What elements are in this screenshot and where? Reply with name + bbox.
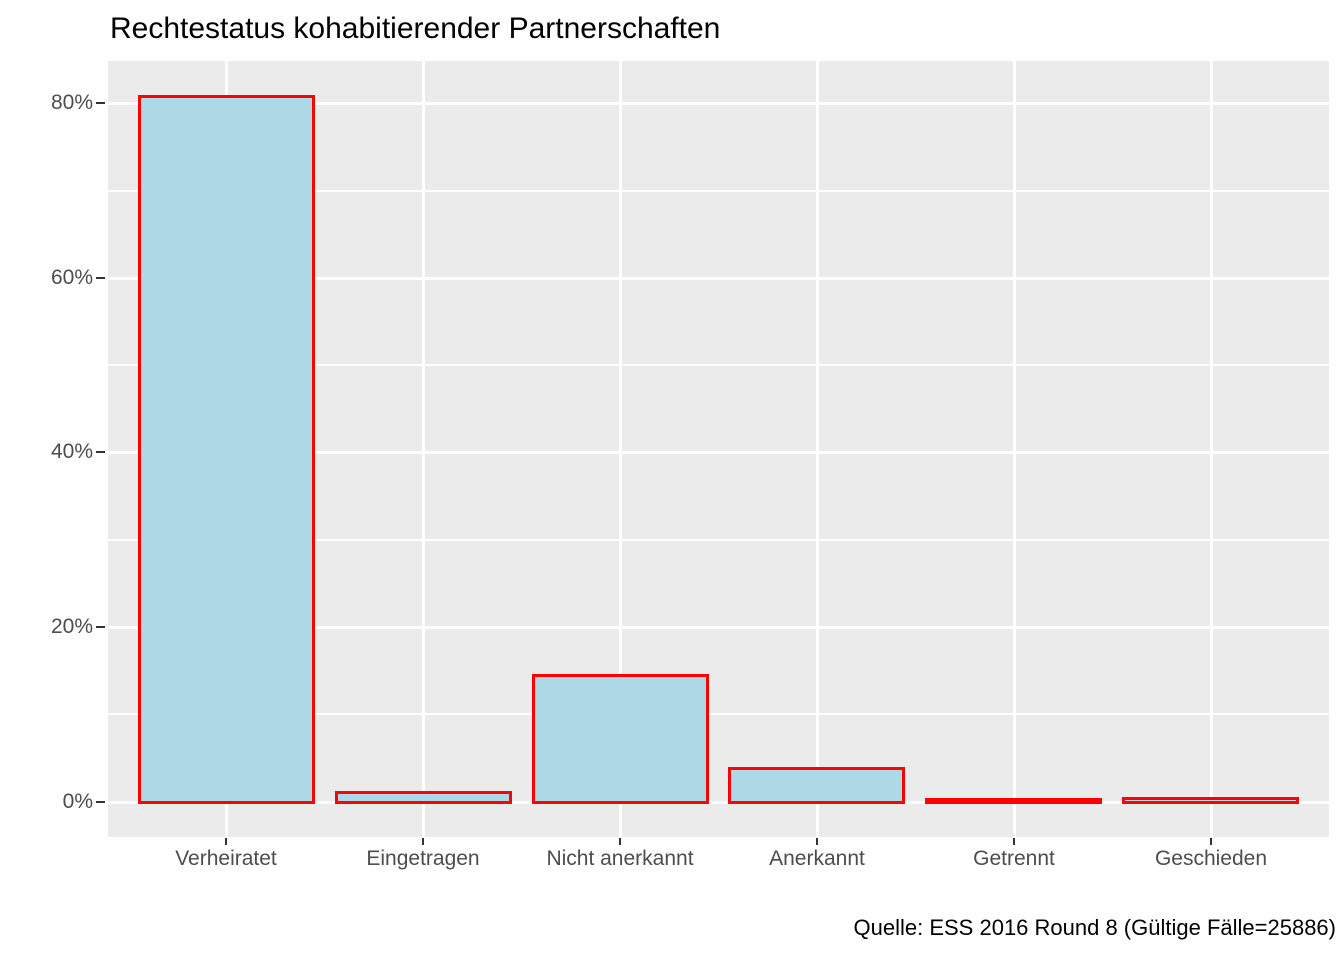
- x-tick-label-2: Nicht anerkannt: [546, 847, 694, 870]
- chart-caption: Quelle: ESS 2016 Round 8 (Gültige Fälle=…: [853, 915, 1336, 940]
- gridline-vertical-2: [619, 61, 622, 837]
- plot-panel: [108, 61, 1329, 837]
- y-tick-mark-20: [96, 626, 105, 628]
- x-tick-mark-5: [1210, 838, 1212, 845]
- bar-eingetragen: [335, 791, 512, 804]
- y-tick-label-0: 0%: [62, 790, 93, 813]
- gridline-major-80: [108, 102, 1329, 105]
- x-tick-mark-3: [816, 838, 818, 845]
- x-tick-mark-4: [1013, 838, 1015, 845]
- y-tick-mark-80: [96, 102, 105, 104]
- bar-nicht-anerkannt: [532, 674, 709, 804]
- gridline-minor-50: [108, 364, 1329, 366]
- y-tick-label-60: 60%: [50, 266, 93, 289]
- x-tick-label-5: Geschieden: [1154, 847, 1268, 870]
- gridline-major-60: [108, 277, 1329, 280]
- gridline-major-0: [108, 801, 1329, 804]
- gridline-vertical-4: [1013, 61, 1016, 837]
- gridline-major-40: [108, 451, 1329, 454]
- y-tick-mark-40: [96, 451, 105, 453]
- y-tick-mark-0: [96, 801, 105, 803]
- bar-verheiratet: [138, 95, 315, 804]
- gridline-vertical-5: [1210, 61, 1213, 837]
- x-tick-mark-1: [422, 838, 424, 845]
- chart-title: Rechtestatus kohabitierender Partnerscha…: [110, 12, 721, 45]
- y-tick-label-40: 40%: [50, 440, 93, 463]
- gridline-minor-30: [108, 539, 1329, 541]
- x-tick-label-4: Getrennt: [973, 847, 1055, 870]
- y-tick-label-20: 20%: [50, 615, 93, 638]
- gridline-minor-10: [108, 713, 1329, 715]
- bar-anerkannt: [728, 767, 905, 804]
- x-tick-label-0: Verheiratet: [175, 847, 277, 870]
- bar-getrennt: [925, 798, 1102, 804]
- bar-geschieden: [1122, 797, 1299, 804]
- x-tick-mark-0: [225, 838, 227, 845]
- gridline-vertical-3: [816, 61, 819, 837]
- gridline-minor-70: [108, 190, 1329, 192]
- x-tick-mark-2: [619, 838, 621, 845]
- x-tick-label-1: Eingetragen: [366, 847, 480, 870]
- gridline-vertical-1: [422, 61, 425, 837]
- y-tick-mark-60: [96, 277, 105, 279]
- y-tick-label-80: 80%: [50, 91, 93, 114]
- x-tick-label-3: Anerkannt: [769, 847, 865, 870]
- gridline-major-20: [108, 626, 1329, 629]
